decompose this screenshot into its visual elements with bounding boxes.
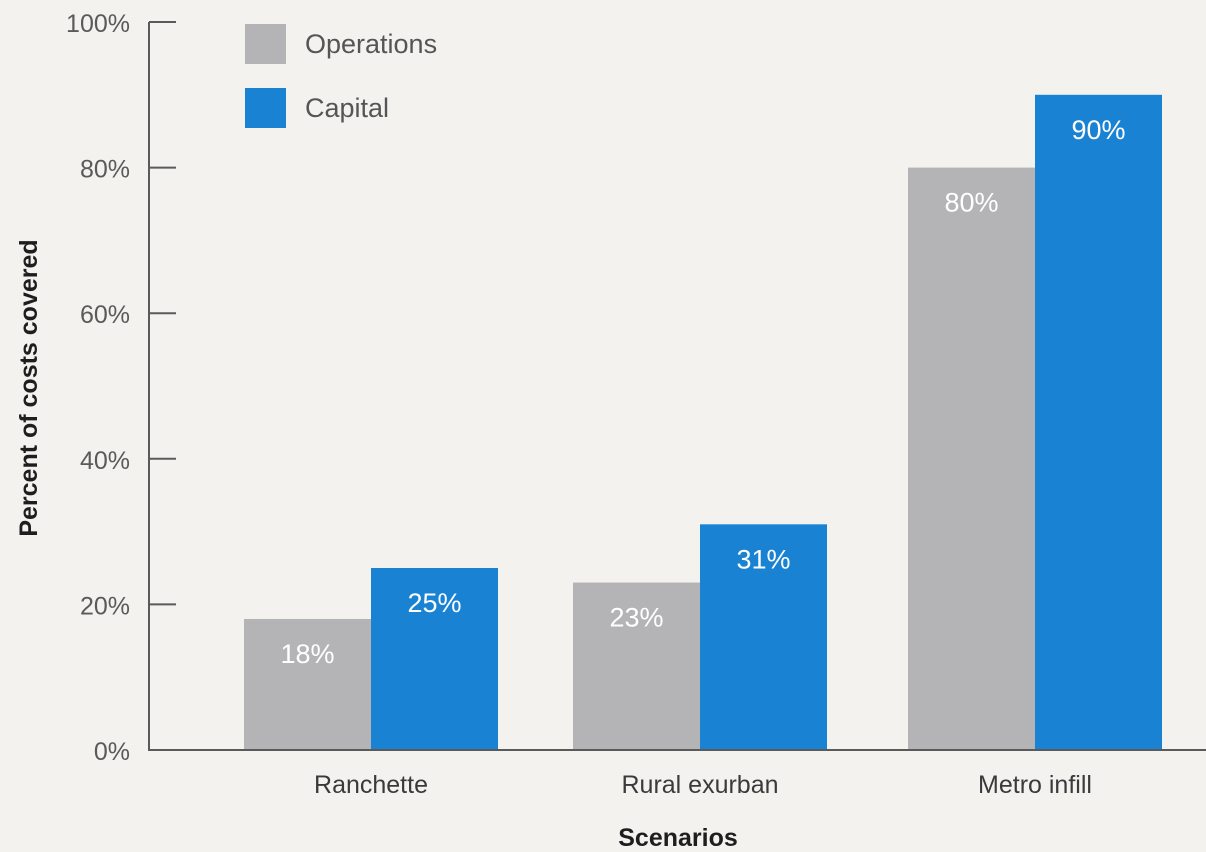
data-label: 18% [280,639,334,669]
legend: Operations Capital [245,24,437,128]
data-label: 31% [736,544,790,574]
y-tick-label: 100% [66,10,130,38]
y-axis-ticks: 0% 20% 40% 60% 80% 100% [66,10,176,766]
legend-label-capital: Capital [305,93,389,123]
y-axis-title: Percent of costs covered [15,239,43,536]
data-label: 23% [609,603,663,633]
bar-capital-ranchette [371,568,498,750]
bar-operations-ranchette [244,618,371,750]
y-tick-label: 20% [80,592,130,620]
data-labels: 18% 25% 23% 31% 80% 90% [280,115,1125,669]
legend-item-operations: Operations [245,24,437,64]
x-axis-title: Scenarios [618,824,738,852]
x-category-label: Rural exurban [621,771,778,799]
data-label: 25% [407,588,461,618]
legend-label-operations: Operations [305,29,437,59]
data-label: 80% [944,188,998,218]
bar-operations-rural-exurban [573,582,700,750]
y-tick-label: 60% [80,301,130,329]
bar-capital-metro-infill [1035,94,1162,751]
y-tick-label: 40% [80,447,130,475]
x-category-label: Metro infill [978,771,1092,799]
x-axis-category-labels: Ranchette Rural exurban Metro infill [314,771,1092,799]
bar-capital-rural-exurban [700,524,827,750]
legend-item-capital: Capital [245,88,389,128]
y-tick-label: 0% [94,738,130,766]
bar-series [244,94,1162,751]
legend-swatch-operations [245,24,286,64]
data-label: 90% [1071,115,1125,145]
y-tick-label: 80% [80,156,130,184]
bar-operations-metro-infill [908,167,1035,751]
legend-swatch-capital [245,88,286,128]
x-category-label: Ranchette [314,771,428,799]
